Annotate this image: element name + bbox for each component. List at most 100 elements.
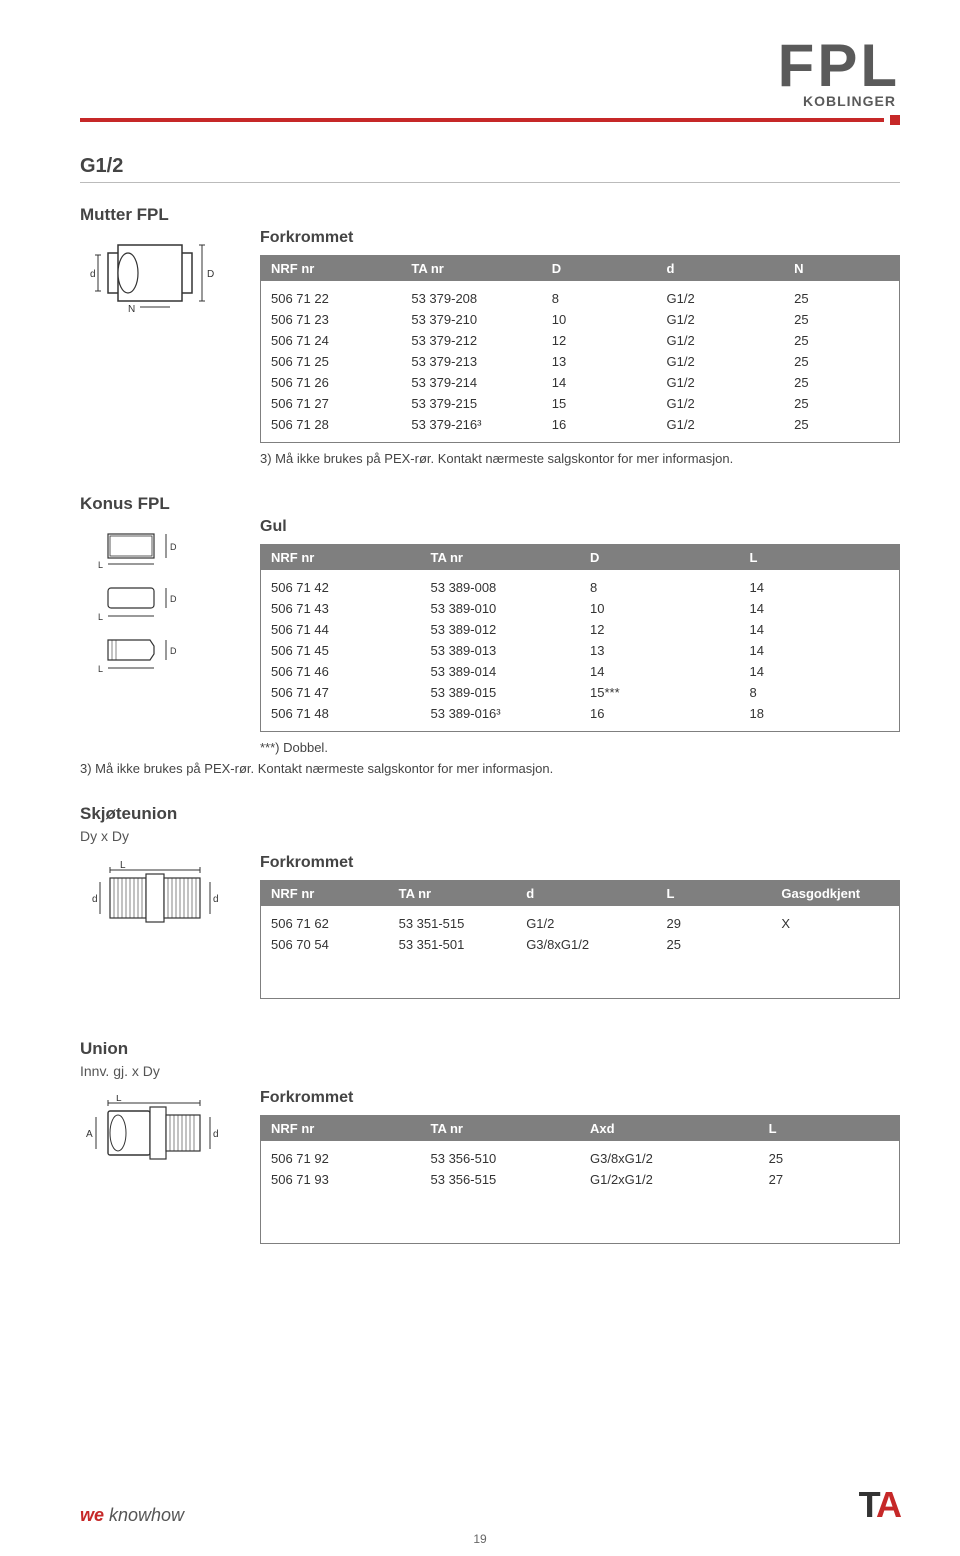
- brand-main: FPL: [778, 40, 900, 91]
- page-footer: we knowhow TA: [80, 1484, 900, 1526]
- table-cell: G1/2: [657, 309, 785, 330]
- table-header: NRF nr: [261, 881, 389, 906]
- table-header: NRF nr: [261, 1116, 421, 1141]
- svg-text:d: d: [213, 894, 219, 905]
- konus-table: NRF nrTA nrDL 506 71 4253 389-008814506 …: [261, 545, 899, 731]
- svg-text:L: L: [120, 860, 126, 871]
- table-row: 506 71 2453 379-21212G1/225: [261, 330, 899, 351]
- union-diagram: L A d: [80, 1095, 220, 1175]
- table-cell: 506 71 22: [261, 281, 401, 309]
- table-cell: 14: [740, 619, 900, 640]
- konus-diagram-2: D L: [80, 576, 180, 620]
- table-cell: 10: [542, 309, 657, 330]
- table-header: D: [580, 545, 740, 570]
- table-cell: 25: [657, 934, 772, 962]
- union-subtitle: Innv. gj. x Dy: [80, 1063, 900, 1079]
- table-cell: 53 379-210: [401, 309, 541, 330]
- table-row: 506 71 4653 389-0141414: [261, 661, 899, 682]
- table-cell: G1/2: [657, 414, 785, 442]
- table-row: 506 71 2353 379-21010G1/225: [261, 309, 899, 330]
- table-cell: G3/8xG1/2: [580, 1141, 759, 1169]
- table-cell: 53 389-014: [421, 661, 581, 682]
- table-header: NRF nr: [261, 545, 421, 570]
- table-cell: 506 71 24: [261, 330, 401, 351]
- table-cell: 18: [740, 703, 900, 731]
- table-cell: 16: [542, 414, 657, 442]
- table-cell: 14: [542, 372, 657, 393]
- table-header: Gasgodkjent: [771, 881, 899, 906]
- table-cell: 506 71 47: [261, 682, 421, 703]
- svg-text:A: A: [86, 1129, 93, 1140]
- table-cell: 25: [784, 414, 899, 442]
- table-cell: 53 389-010: [421, 598, 581, 619]
- table-cell: 506 71 26: [261, 372, 401, 393]
- table-cell: G1/2: [657, 281, 785, 309]
- footer-knowhow: knowhow: [104, 1505, 184, 1525]
- table-cell: G3/8xG1/2: [516, 934, 656, 962]
- table-header: L: [657, 881, 772, 906]
- table-cell: 12: [580, 619, 740, 640]
- table-cell: 29: [657, 906, 772, 934]
- table-cell: X: [771, 906, 899, 934]
- svg-text:D: D: [207, 269, 214, 280]
- table-cell: 53 356-515: [421, 1169, 581, 1197]
- table-cell: 506 71 92: [261, 1141, 421, 1169]
- table-header: TA nr: [421, 545, 581, 570]
- table-cell: 8: [542, 281, 657, 309]
- table-cell: 53 379-208: [401, 281, 541, 309]
- table-header: D: [542, 256, 657, 281]
- table-cell: 53 389-015: [421, 682, 581, 703]
- svg-text:N: N: [128, 304, 135, 315]
- svg-text:L: L: [98, 560, 103, 568]
- table-cell: 53 379-216³: [401, 414, 541, 442]
- skjoteunion-title: Skjøteunion: [80, 804, 900, 824]
- table-header: NRF nr: [261, 256, 401, 281]
- table-cell: 506 71 23: [261, 309, 401, 330]
- table-header: d: [516, 881, 656, 906]
- svg-text:d: d: [213, 1129, 219, 1140]
- table-cell: 53 389-013: [421, 640, 581, 661]
- svg-text:L: L: [98, 612, 103, 620]
- table-cell: 53 379-214: [401, 372, 541, 393]
- table-cell: 25: [759, 1141, 899, 1169]
- table-header: N: [784, 256, 899, 281]
- table-cell: 25: [784, 351, 899, 372]
- table-cell: 506 71 28: [261, 414, 401, 442]
- table-cell: 506 71 27: [261, 393, 401, 414]
- svg-text:D: D: [170, 646, 177, 656]
- table-cell: G1/2: [657, 372, 785, 393]
- konus-variant: Gul: [260, 518, 900, 536]
- footer-we: we: [80, 1505, 104, 1525]
- table-row: 506 71 6253 351-515G1/229X: [261, 906, 899, 934]
- section-title: G1/2: [80, 155, 900, 183]
- table-cell: 53 389-016³: [421, 703, 581, 731]
- mutter-variant: Forkrommet: [260, 229, 900, 247]
- mutter-table: NRF nrTA nrDdN 506 71 2253 379-2088G1/22…: [261, 256, 899, 442]
- svg-text:L: L: [116, 1095, 122, 1104]
- table-header: TA nr: [389, 881, 517, 906]
- konus-title: Konus FPL: [80, 494, 900, 514]
- svg-text:D: D: [170, 594, 177, 604]
- table-cell: 25: [784, 372, 899, 393]
- table-cell: 25: [784, 309, 899, 330]
- mutter-title: Mutter FPL: [80, 205, 900, 225]
- table-header: TA nr: [401, 256, 541, 281]
- table-cell: 53 389-012: [421, 619, 581, 640]
- svg-text:L: L: [98, 664, 103, 672]
- table-row: 506 71 4453 389-0121214: [261, 619, 899, 640]
- table-cell: 506 70 54: [261, 934, 389, 962]
- table-cell: 14: [740, 661, 900, 682]
- table-cell: [771, 934, 899, 962]
- union-table: NRF nrTA nrAxdL 506 71 9253 356-510G3/8x…: [261, 1116, 899, 1197]
- table-row: 506 71 4853 389-016³1618: [261, 703, 899, 731]
- table-cell: 506 71 93: [261, 1169, 421, 1197]
- table-cell: G1/2: [657, 330, 785, 351]
- table-cell: 14: [740, 598, 900, 619]
- table-row: 506 71 2553 379-21313G1/225: [261, 351, 899, 372]
- union-variant: Forkrommet: [260, 1089, 900, 1107]
- table-cell: 506 71 46: [261, 661, 421, 682]
- table-cell: 53 379-215: [401, 393, 541, 414]
- table-row: 506 70 5453 351-501G3/8xG1/225: [261, 934, 899, 962]
- table-cell: 25: [784, 393, 899, 414]
- table-row: 506 71 2753 379-21515G1/225: [261, 393, 899, 414]
